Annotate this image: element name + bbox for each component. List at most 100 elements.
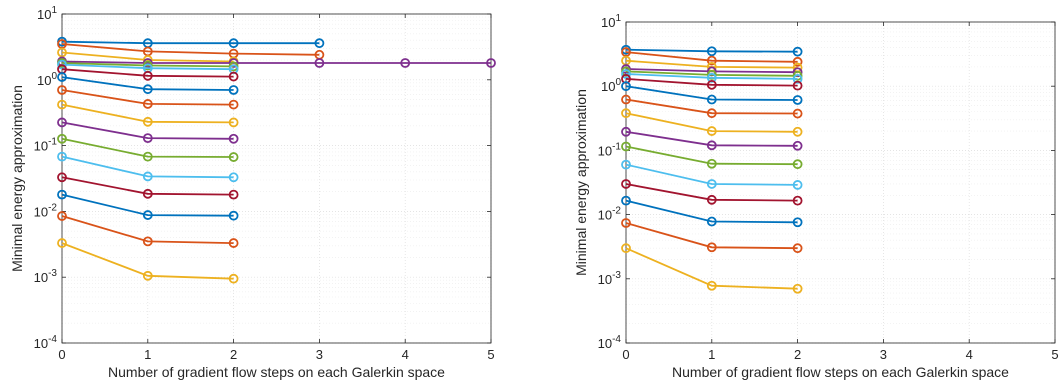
chart0-data-point [57, 189, 67, 200]
chart1-data-point [706, 280, 717, 291]
chart1-series-line [625, 85, 798, 101]
left-chart-panel: 0 1 2 3 4 5 10-4 10-3 10-2 10-1 100 101 Number of gr… [9, 5, 496, 380]
chart0-data-point [228, 38, 239, 49]
chart0-data-point [142, 116, 153, 127]
chart0-y-tick-label: 10-3 [34, 268, 58, 285]
chart1-data-point [792, 56, 803, 67]
chart1-data-point [706, 179, 717, 189]
chart0-data-point [57, 72, 67, 82]
chart1-data-point [621, 81, 631, 92]
chart0-data-point [57, 47, 67, 58]
chart0-series-8 [57, 85, 239, 110]
chart1-data-point [621, 141, 631, 152]
chart0-y-tick-label: 100 [37, 71, 57, 88]
right-chart-panel: 0 1 2 3 4 5 10-4 10-3 10-2 10-1 100 101 Number of gr… [573, 13, 1059, 380]
chart0-data-point [228, 210, 239, 221]
chart0-series-14 [57, 189, 239, 221]
chart0-data-point [142, 210, 153, 220]
chart1-data-point [706, 69, 717, 80]
chart0-axes-box [61, 13, 492, 344]
chart0-data-point [142, 188, 153, 199]
chart0-y-tick-label: 10-1 [34, 137, 58, 154]
chart1-data-point [792, 70, 803, 81]
chart1-series-13 [621, 179, 803, 206]
chart0-series-line [61, 76, 234, 91]
chart0-data-point [142, 133, 153, 144]
chart0-series-11 [57, 133, 239, 162]
chart1-data-point [706, 140, 717, 151]
chart0-x-axis-label: Number of gradient flow steps on each Ga… [108, 364, 445, 380]
chart1-y-tick-label: 10-4 [598, 334, 622, 351]
chart1-data-point [621, 218, 631, 228]
chart1-data-point [621, 179, 631, 189]
chart1-plot-area [626, 22, 1055, 343]
chart1-series-16 [621, 243, 803, 294]
chart0-y-tick-label: 10-4 [34, 334, 58, 351]
chart0-data-point [314, 58, 325, 68]
chart1-x-tick-label: 5 [1051, 347, 1058, 362]
chart0-x-tick-label: 3 [316, 347, 323, 362]
chart0-data-point [57, 151, 67, 162]
chart1-data-point [621, 159, 631, 170]
chart1-series-11 [621, 141, 803, 170]
chart0-x-tick-label: 1 [144, 347, 151, 362]
chart0-series-6 [57, 64, 239, 82]
chart1-data-point [706, 216, 717, 227]
chart0-series-15 [57, 211, 239, 248]
chart1-series-line [625, 130, 798, 147]
chart0-series-line [61, 193, 234, 217]
chart0-data-point [57, 172, 67, 183]
chart0-series-line [61, 43, 320, 56]
chart0-data-point [400, 58, 411, 68]
chart1-data-point [706, 46, 717, 57]
chart0-data-point [142, 270, 153, 281]
chart1-series-5 [621, 69, 803, 84]
chart0-series-line [61, 89, 234, 106]
chart1-series-12 [621, 159, 803, 190]
chart1-data-point [792, 180, 803, 190]
chart1-data-point [706, 126, 717, 136]
chart1-data-point [621, 69, 631, 79]
chart0-data-point [486, 58, 496, 68]
chart1-data-point [792, 195, 803, 206]
chart1-grid [625, 21, 1056, 344]
chart1-series-9 [621, 108, 803, 137]
chart0-series-line [61, 62, 234, 68]
chart1-data-point [792, 108, 803, 119]
chart0-y-tick-label: 101 [37, 5, 57, 22]
chart0-series-line [61, 155, 234, 179]
chart0-plot-area [62, 14, 491, 343]
chart0-data-point [57, 133, 67, 144]
chart0-data-point [57, 99, 67, 110]
chart1-data-point [706, 94, 717, 105]
chart0-series-line [61, 176, 234, 196]
chart1-x-tick-label: 3 [880, 347, 887, 362]
chart1-series-line [625, 145, 798, 166]
chart1-data-point [792, 217, 803, 228]
chart0-data-point [314, 38, 325, 49]
chart1-data-point [792, 73, 803, 84]
chart1-series-line [625, 48, 798, 53]
chart0-data-point [57, 211, 67, 221]
chart1-y-tick-label: 10-1 [598, 141, 622, 158]
chart1-data-point [706, 55, 717, 66]
chart0-data-point [228, 172, 239, 183]
chart0-data-point [228, 189, 239, 200]
chart0-series-line [61, 103, 234, 124]
chart0-data-point [228, 117, 239, 128]
chart1-axes-box [625, 21, 1056, 344]
chart0-data-point [57, 238, 67, 248]
chart1-series-line [625, 98, 798, 115]
chart0-data-point [228, 238, 239, 248]
chart0-series-line [61, 51, 234, 63]
chart0-series-line [61, 137, 234, 158]
chart1-y-axis-label: Minimal energy approximation [573, 89, 589, 276]
chart0-data-point [228, 152, 239, 162]
chart1-data-point [792, 67, 803, 78]
chart0-data-point [228, 58, 239, 68]
chart1-data-point [706, 194, 717, 205]
chart0-series-13 [57, 172, 239, 200]
chart1-y-tick-label: 10-2 [598, 206, 622, 223]
chart1-x-tick-label: 4 [966, 347, 973, 362]
chart1-x-tick-label: 1 [708, 347, 715, 362]
